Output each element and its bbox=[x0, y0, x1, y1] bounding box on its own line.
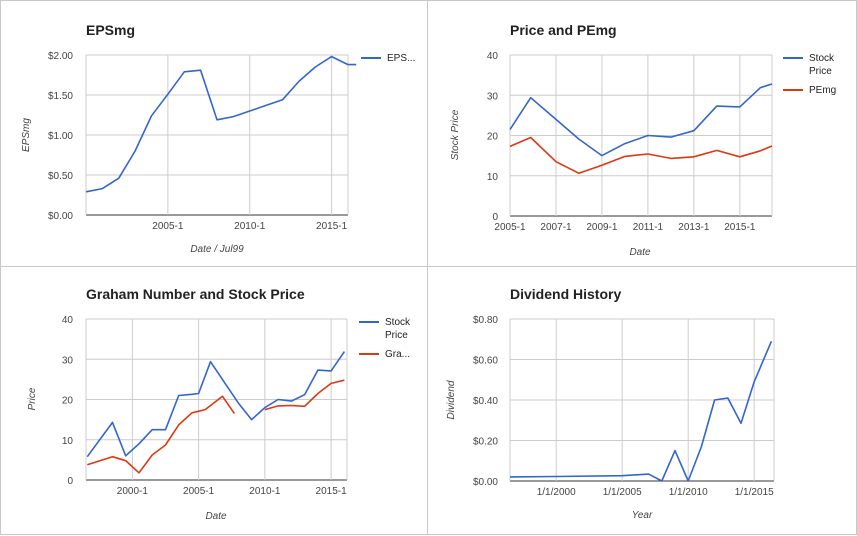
y-tick-label: 10 bbox=[62, 436, 74, 447]
y-tick-label: $2.00 bbox=[48, 51, 73, 62]
y-tick-label: 40 bbox=[487, 51, 499, 62]
series-line-0 bbox=[509, 83, 773, 157]
series-line-1 bbox=[509, 136, 773, 175]
x-tick-label: 2005-1 bbox=[494, 222, 526, 233]
y-tick-label: $0.00 bbox=[473, 477, 498, 488]
y-axis-label: Dividend bbox=[446, 380, 457, 419]
x-tick-label: 2009-1 bbox=[586, 222, 618, 233]
x-tick-label: 2005-1 bbox=[152, 221, 184, 232]
y-tick-label: 10 bbox=[487, 172, 499, 183]
dividend-chart: Dividend History $0.00 $0.20 $0.40 $0.60 $0.8… bbox=[446, 286, 775, 521]
legend-label-line: Price bbox=[809, 66, 832, 77]
x-tick-label: 2010-1 bbox=[234, 221, 266, 232]
legend-label: Stock Price bbox=[809, 53, 835, 77]
series-line-1 bbox=[87, 395, 236, 474]
dividend-chart-panel: Dividend History $0.00 $0.20 $0.40 $0.60 $0.8… bbox=[427, 266, 857, 535]
y-tick-label: $0.60 bbox=[473, 356, 498, 367]
legend-label: PEmg bbox=[809, 85, 836, 96]
y-tick-label: $1.50 bbox=[48, 91, 73, 102]
y-axis-label: EPSmg bbox=[21, 118, 32, 152]
y-tick-label: $0.20 bbox=[473, 437, 498, 448]
eps-chart: EPSmg $0.00 $0.50 $1.00 $1.50 $2.00 2005-1 2010… bbox=[21, 22, 415, 255]
y-tick-label: $0.80 bbox=[473, 315, 498, 326]
series-line-0 bbox=[509, 340, 773, 482]
legend-label: Gra... bbox=[385, 349, 410, 360]
x-tick-label: 2015-1 bbox=[316, 486, 348, 497]
legend-label-line: Price bbox=[385, 330, 408, 341]
x-tick-label: 2000-1 bbox=[117, 486, 149, 497]
y-tick-label: $0.40 bbox=[473, 396, 498, 407]
legend-label: Stock Price bbox=[385, 317, 411, 341]
chart-title: Dividend History bbox=[510, 286, 621, 302]
x-tick-label: 1/1/2015 bbox=[735, 487, 774, 498]
y-tick-label: $0.00 bbox=[48, 211, 73, 222]
legend-label: EPS... bbox=[387, 53, 415, 64]
y-tick-label: $0.50 bbox=[48, 171, 73, 182]
x-axis-label: Year bbox=[632, 510, 653, 521]
y-tick-label: 20 bbox=[487, 132, 499, 143]
x-tick-label: 2010-1 bbox=[249, 486, 281, 497]
series-line-0 bbox=[85, 55, 357, 193]
y-tick-label: 20 bbox=[62, 396, 74, 407]
graham-chart: Graham Number and Stock Price 0 10 20 30 40 20… bbox=[27, 286, 411, 522]
x-tick-label: 2011-1 bbox=[633, 222, 664, 233]
series-line-0 bbox=[86, 351, 346, 458]
chart-title: Graham Number and Stock Price bbox=[86, 286, 305, 302]
y-tick-label: 30 bbox=[62, 355, 74, 366]
graham-chart-panel: Graham Number and Stock Price 0 10 20 30 40 20… bbox=[0, 266, 428, 535]
x-tick-label: 1/1/2000 bbox=[537, 487, 576, 498]
y-tick-label: 0 bbox=[492, 212, 498, 223]
x-axis-label: Date / Jul99 bbox=[190, 244, 244, 255]
price-pe-chart: Price and PEmg 0 10 20 30 40 2005-1 2007-1 2009-… bbox=[450, 22, 836, 258]
chart-title: Price and PEmg bbox=[510, 22, 617, 38]
chart-title: EPSmg bbox=[86, 22, 135, 38]
legend-label-line: Stock bbox=[809, 53, 835, 64]
eps-chart-panel: EPSmg $0.00 $0.50 $1.00 $1.50 $2.00 2005-1 2010… bbox=[0, 0, 428, 267]
x-tick-label: 1/1/2005 bbox=[603, 487, 642, 498]
price-pe-chart-panel: Price and PEmg 0 10 20 30 40 2005-1 2007-1 2009-… bbox=[427, 0, 857, 267]
y-tick-label: $1.00 bbox=[48, 131, 73, 142]
x-tick-label: 2013-1 bbox=[678, 222, 710, 233]
y-tick-label: 40 bbox=[62, 315, 74, 326]
y-tick-label: 30 bbox=[487, 91, 499, 102]
x-tick-label: 2015-1 bbox=[724, 222, 756, 233]
x-tick-label: 1/1/2010 bbox=[669, 487, 708, 498]
legend-label-line: Stock bbox=[385, 317, 411, 328]
y-axis-label: Price bbox=[27, 387, 38, 410]
x-axis-label: Date bbox=[629, 247, 651, 258]
y-tick-label: 0 bbox=[67, 476, 73, 487]
x-tick-label: 2007-1 bbox=[540, 222, 572, 233]
x-axis-label: Date bbox=[205, 511, 227, 522]
x-tick-label: 2005-1 bbox=[183, 486, 215, 497]
y-axis-label: Stock Price bbox=[450, 109, 461, 160]
x-tick-label: 2015-1 bbox=[316, 221, 348, 232]
series-line-2 bbox=[264, 379, 345, 411]
